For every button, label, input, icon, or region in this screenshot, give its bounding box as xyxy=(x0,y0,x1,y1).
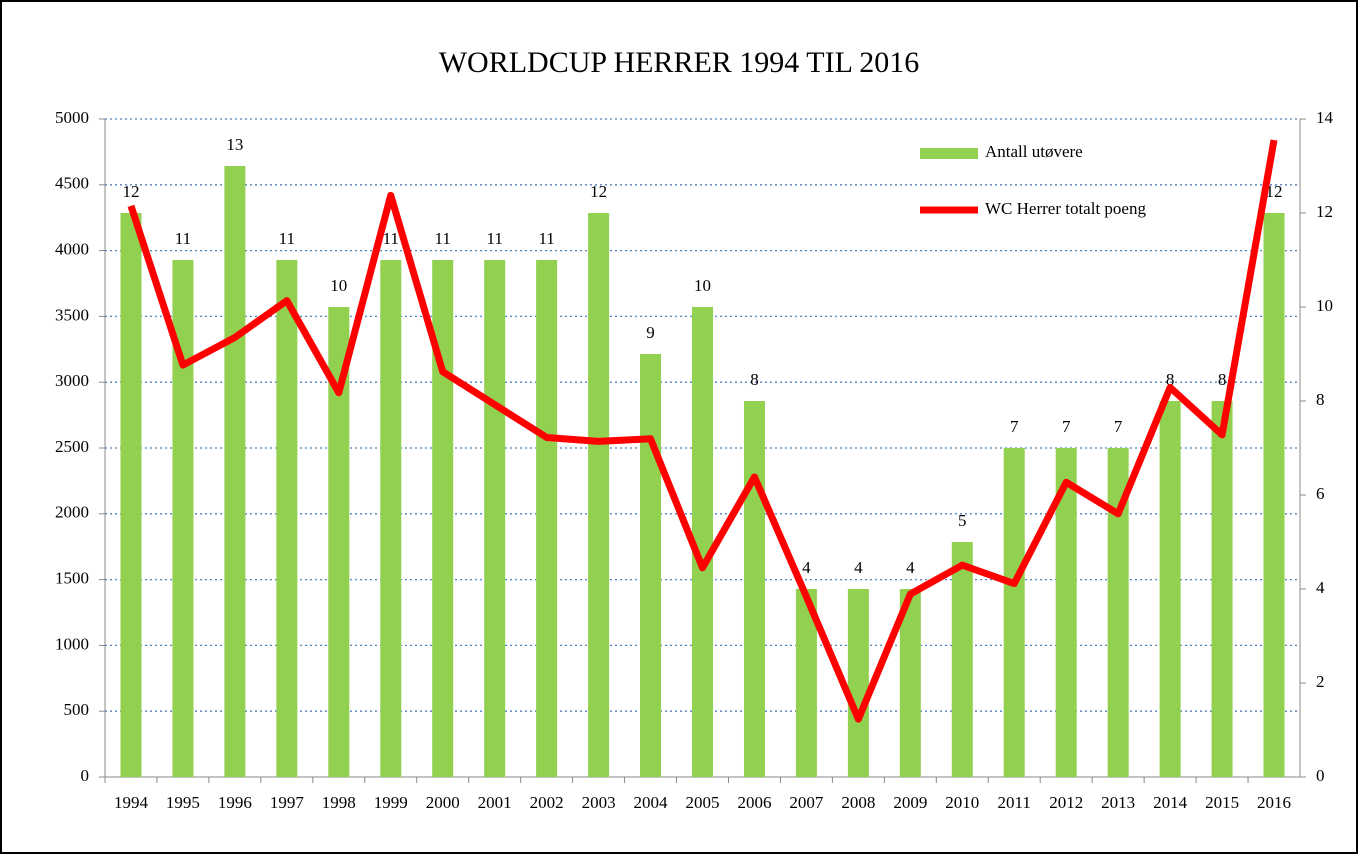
y-tick-label: 2500 xyxy=(55,437,89,456)
bar xyxy=(484,260,506,777)
x-tick-label: 2002 xyxy=(530,793,564,812)
data-label: 4 xyxy=(854,558,863,577)
y2-tick-label: 14 xyxy=(1316,108,1334,127)
data-label: 11 xyxy=(435,229,451,248)
x-tick-label: 2008 xyxy=(841,793,875,812)
data-label: 7 xyxy=(1010,417,1019,436)
data-label: 12 xyxy=(1266,182,1283,201)
data-label: 11 xyxy=(279,229,295,248)
data-label: 12 xyxy=(122,182,139,201)
y-tick-label: 0 xyxy=(81,766,90,785)
data-label: 11 xyxy=(175,229,191,248)
data-label: 12 xyxy=(590,182,607,201)
data-label: 11 xyxy=(383,229,399,248)
data-label: 8 xyxy=(750,370,759,389)
line xyxy=(127,139,1278,723)
x-tick-label: 2000 xyxy=(426,793,460,812)
y-tick-label: 5000 xyxy=(55,108,89,127)
chart-title: WORLDCUP HERRER 1994 TIL 2016 xyxy=(439,46,920,79)
bar xyxy=(795,589,817,777)
bar xyxy=(1003,448,1025,777)
bar xyxy=(276,260,298,777)
bar xyxy=(1211,401,1233,777)
y2-tick-label: 12 xyxy=(1316,202,1333,221)
y2-tick-label: 10 xyxy=(1316,296,1333,315)
x-tick-label: 2012 xyxy=(1049,793,1083,812)
bar xyxy=(120,213,142,777)
y-tick-label: 2000 xyxy=(55,503,89,522)
x-tick-label: 2007 xyxy=(789,793,824,812)
x-tick-label: 2004 xyxy=(634,793,669,812)
data-label: 13 xyxy=(226,135,243,154)
bar xyxy=(224,166,246,777)
y-tick-label: 3500 xyxy=(55,305,89,324)
bar xyxy=(328,307,350,777)
bar xyxy=(1263,213,1285,777)
legend-label: WC Herrer totalt poeng xyxy=(985,199,1146,218)
y-tick-label: 4000 xyxy=(55,240,89,259)
y-tick-label: 4500 xyxy=(55,174,89,193)
bar xyxy=(1107,448,1129,777)
bar xyxy=(640,354,662,777)
bar xyxy=(1159,401,1181,777)
x-tick-label: 1994 xyxy=(114,793,149,812)
data-label: 4 xyxy=(906,558,915,577)
data-label: 9 xyxy=(646,323,655,342)
x-tick-label: 2006 xyxy=(737,793,771,812)
legend-label: Antall utøvere xyxy=(985,142,1083,161)
x-tick-label: 2003 xyxy=(582,793,616,812)
data-label: 8 xyxy=(1218,370,1227,389)
data-label: 11 xyxy=(486,229,502,248)
x-tick-label: 1997 xyxy=(270,793,305,812)
data-label: 5 xyxy=(958,511,967,530)
y-tick-label: 1000 xyxy=(55,634,89,653)
x-tick-label: 1995 xyxy=(166,793,200,812)
x-tick-label: 2005 xyxy=(686,793,720,812)
data-label: 7 xyxy=(1114,417,1123,436)
bar xyxy=(951,542,973,777)
x-tick-label: 2016 xyxy=(1257,793,1291,812)
data-label: 7 xyxy=(1062,417,1071,436)
x-tick-label: 2010 xyxy=(945,793,979,812)
bar xyxy=(588,213,610,777)
bar xyxy=(172,260,194,777)
bar xyxy=(899,589,921,777)
x-tick-label: 1999 xyxy=(374,793,408,812)
bar xyxy=(847,589,869,777)
y2-tick-label: 2 xyxy=(1316,672,1325,691)
data-label: 4 xyxy=(802,558,811,577)
y-tick-label: 1500 xyxy=(55,569,89,588)
data-label: 10 xyxy=(694,276,711,295)
bar xyxy=(1055,448,1077,777)
x-tick-label: 2009 xyxy=(893,793,927,812)
x-tick-label: 2011 xyxy=(998,793,1031,812)
x-tick-label: 2001 xyxy=(478,793,512,812)
legend-swatch xyxy=(920,148,978,159)
data-label: 10 xyxy=(330,276,347,295)
y-tick-label: 3000 xyxy=(55,371,89,390)
bar xyxy=(743,401,765,777)
x-tick-label: 2013 xyxy=(1101,793,1135,812)
y2-tick-label: 8 xyxy=(1316,390,1325,409)
x-tick-label: 2014 xyxy=(1153,793,1188,812)
bar xyxy=(536,260,558,777)
data-label: 11 xyxy=(538,229,554,248)
x-tick-label: 2015 xyxy=(1205,793,1239,812)
y2-tick-label: 4 xyxy=(1316,578,1325,597)
bar xyxy=(692,307,713,777)
bar xyxy=(432,260,454,777)
y2-tick-label: 0 xyxy=(1316,766,1325,785)
x-tick-label: 1998 xyxy=(322,793,356,812)
x-tick-label: 1996 xyxy=(218,793,252,812)
y-tick-label: 500 xyxy=(64,700,90,719)
bar xyxy=(380,260,402,777)
y2-tick-label: 6 xyxy=(1316,484,1325,503)
data-label: 8 xyxy=(1166,370,1175,389)
